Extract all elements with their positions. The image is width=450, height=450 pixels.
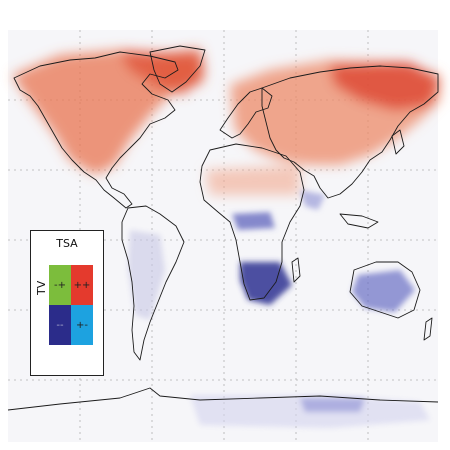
coastline-antarctica [7, 387, 439, 411]
coastline-greenland [149, 45, 206, 93]
legend-cell-minus-minus: -- [49, 305, 71, 345]
coastline-south-america [121, 205, 185, 361]
coastline-indonesia [339, 213, 379, 229]
red-anomaly-regions [12, 48, 440, 195]
coastlines [7, 45, 439, 411]
legend-ylabel: TV [35, 280, 48, 295]
legend-cell-minus-plus: -+ [49, 265, 71, 305]
legend: TSA TV -+ ++ -- +- [30, 230, 104, 376]
coastline-north-america [13, 51, 179, 209]
coastline-new-zealand [423, 317, 433, 341]
legend-cell-plus-plus: ++ [71, 265, 93, 305]
coastline-madagascar [291, 257, 301, 283]
coastline-japan [391, 129, 405, 155]
legend-title: TSA [56, 237, 78, 250]
legend-cell-plus-minus: +- [71, 305, 93, 345]
coastline-australia [349, 261, 421, 319]
coastline-europe [219, 87, 273, 139]
coastline-asia [261, 65, 439, 199]
coastline-africa [199, 143, 305, 301]
legend-grid: -+ ++ -- +- [49, 265, 93, 345]
